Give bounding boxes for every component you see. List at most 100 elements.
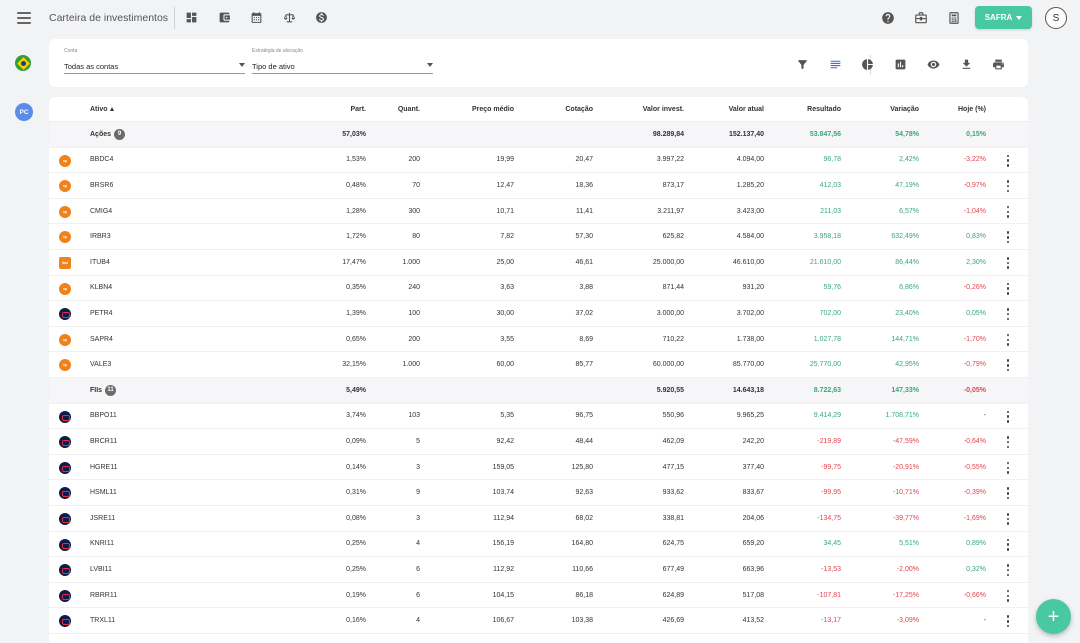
col-preco-medio[interactable]: Preço médio [471, 105, 514, 113]
table-row[interactable]: itaú ITUB4 17,47% 1.000 25,00 46,61 25.000,00 4… [49, 250, 1028, 276]
estrategia-select[interactable]: Estratégia de alocação Tipo de ativo [252, 48, 433, 74]
ativo-cell: CMIG4 [90, 199, 112, 224]
balance-scale-icon[interactable] [283, 11, 296, 24]
sort-asc-icon [109, 107, 114, 111]
part-cell: 57,03% [342, 130, 366, 138]
quant-cell: 300 [408, 207, 420, 215]
hamburger-menu-icon[interactable] [17, 12, 31, 24]
resultado-cell: -134,75 [817, 514, 841, 522]
col-quant[interactable]: Quant. [397, 105, 420, 113]
dollar-circle-icon[interactable] [315, 11, 328, 24]
broker-logo-icon [59, 564, 71, 577]
broker-logo-icon: xp [59, 333, 71, 346]
valor-invest-cell: 477,15 [662, 463, 684, 471]
more-options-icon[interactable] [1006, 308, 1010, 321]
filter-icon[interactable] [796, 58, 809, 71]
valor-atual-cell: 4.094,00 [736, 156, 764, 164]
more-options-icon[interactable] [1006, 410, 1010, 423]
col-valor-invest[interactable]: Valor invest. [642, 105, 684, 113]
table-row[interactable]: xp BRSR6 0,48% 70 12,47 18,36 873,17 1.285,20 41… [49, 173, 1028, 199]
more-options-icon[interactable] [1006, 513, 1010, 525]
more-options-icon[interactable] [1006, 180, 1010, 193]
table-row[interactable]: HGRE11 0,14% 3 159,05 125,80 477,15 377,40 -99,… [49, 455, 1028, 481]
table-row[interactable]: xp IRBR3 1,72% 80 7,82 57,30 625,82 4.584,00 3.9… [49, 224, 1028, 250]
more-options-icon[interactable] [1006, 589, 1010, 602]
calendar-icon[interactable] [250, 11, 263, 24]
table-row[interactable]: xp SAPR4 0,65% 200 3,55 8,69 710,22 1.738,00 1.0… [49, 327, 1028, 353]
add-asset-button[interactable]: + [1036, 599, 1071, 634]
col-hoje[interactable]: Hoje (%) [958, 105, 986, 113]
wallet-icon[interactable] [218, 11, 231, 24]
eye-icon[interactable] [927, 58, 940, 71]
calculator-icon[interactable] [947, 11, 961, 25]
variacao-cell: 23,40% [895, 309, 919, 317]
table-row[interactable]: xp BBDC4 1,53% 200 19,99 20,47 3.997,22 4.094,0… [49, 148, 1028, 174]
pie-chart-icon[interactable] [861, 58, 874, 71]
col-ativo[interactable]: Ativo [90, 97, 114, 121]
cotacao-cell: 110,66 [572, 565, 593, 573]
group-row[interactable]: Ações 9 57,03% 98.289,84 152.137,40 53.847,56… [49, 122, 1028, 148]
brazil-flag-icon[interactable] [15, 55, 31, 71]
variacao-cell: 5,51% [899, 540, 919, 548]
more-options-icon[interactable] [1006, 487, 1010, 500]
hoje-cell: -0,55% [963, 463, 986, 471]
help-icon[interactable] [881, 11, 895, 25]
ticker: BBPO11 [90, 412, 117, 420]
resultado-cell: 3.958,18 [813, 233, 841, 241]
bar-chart-icon[interactable] [894, 58, 907, 71]
bank-selector-button[interactable]: SAFRA [975, 6, 1032, 29]
quant-cell: 3 [416, 463, 420, 471]
hoje-cell: -0,05% [963, 386, 986, 394]
table-row[interactable]: JSRE11 0,08% 3 112,94 68,02 338,81 204,06 -134,… [49, 506, 1028, 532]
more-options-icon[interactable] [1006, 154, 1010, 167]
table-row[interactable]: TRXL11 0,16% 4 106,67 103,38 426,69 413,52 -13,… [49, 608, 1028, 634]
broker-logo-icon: xp [59, 231, 71, 244]
table-row[interactable]: xp KLBN4 0,35% 240 3,63 3,88 871,44 931,20 59,76… [49, 276, 1028, 302]
briefcase-icon[interactable] [914, 11, 928, 25]
col-resultado[interactable]: Resultado [807, 105, 841, 113]
more-options-icon[interactable] [1006, 615, 1010, 628]
table-row[interactable]: KNRI11 0,25% 4 156,19 164,80 624,75 659,20 34,4… [49, 532, 1028, 558]
more-options-icon[interactable] [1006, 359, 1010, 372]
dashboard-icon[interactable] [185, 11, 198, 24]
table-row[interactable]: xp CMIG4 1,28% 300 10,71 11,41 3.211,97 3.423,0… [49, 199, 1028, 225]
more-options-icon[interactable] [1006, 231, 1010, 244]
group-row[interactable]: FIIs 11 5,49% 5.920,55 14.643,18 8.722,63 147,… [49, 378, 1028, 404]
quant-cell: 240 [408, 284, 420, 292]
cotacao-cell: 86,18 [575, 591, 593, 599]
col-part[interactable]: Part. [350, 105, 366, 113]
preco-medio-cell: 103,74 [492, 489, 514, 497]
more-options-icon[interactable] [1006, 257, 1010, 269]
col-variacao[interactable]: Variação [890, 105, 919, 113]
col-cotacao[interactable]: Cotação [565, 105, 593, 113]
table-row[interactable]: xp VALE3 32,15% 1.000 60,00 85,77 60.000,00 85.… [49, 352, 1028, 378]
table-row[interactable]: BBPO11 3,74% 103 5,35 96,75 550,96 9.965,25 9.4… [49, 404, 1028, 430]
user-avatar[interactable]: S [1045, 7, 1067, 29]
table-row[interactable]: RBRR11 0,19% 6 104,15 86,18 624,89 517,08 -107,… [49, 583, 1028, 609]
print-icon[interactable] [992, 58, 1005, 71]
more-options-icon[interactable] [1006, 564, 1010, 577]
more-options-icon[interactable] [1006, 333, 1010, 346]
download-icon[interactable] [960, 58, 973, 71]
col-valor-atual[interactable]: Valor atual [728, 105, 764, 113]
part-cell: 32,15% [342, 361, 366, 369]
more-options-icon[interactable] [1006, 436, 1010, 449]
hoje-cell: -0,64% [963, 437, 986, 445]
table-row[interactable]: LVBI11 0,25% 6 112,92 110,66 677,49 663,96 -13,… [49, 557, 1028, 583]
ativo-cell: BRSR6 [90, 173, 113, 198]
pc-badge[interactable]: PC [15, 103, 33, 121]
valor-atual-cell: 3.423,00 [736, 207, 764, 215]
top-bar: Carteira de investimentos SAFRA S [0, 0, 1080, 36]
more-options-icon[interactable] [1006, 461, 1010, 474]
variacao-cell: -39,77% [892, 514, 919, 522]
table-row[interactable]: BRCR11 0,09% 5 92,42 48,44 462,09 242,20 -219,8… [49, 429, 1028, 455]
more-options-icon[interactable] [1006, 538, 1010, 551]
table-row[interactable]: PETR4 1,39% 100 30,00 37,02 3.000,00 3.702,00 7… [49, 301, 1028, 327]
more-options-icon[interactable] [1006, 282, 1010, 295]
table-row[interactable]: HSML11 0,31% 9 103,74 92,63 933,62 833,67 -99,9… [49, 480, 1028, 506]
list-view-icon[interactable] [829, 58, 842, 71]
conta-select[interactable]: Conta Todas as contas [64, 48, 245, 74]
more-options-icon[interactable] [1006, 205, 1010, 218]
valor-invest-cell: 710,22 [662, 335, 684, 343]
part-cell: 0,35% [346, 284, 366, 292]
